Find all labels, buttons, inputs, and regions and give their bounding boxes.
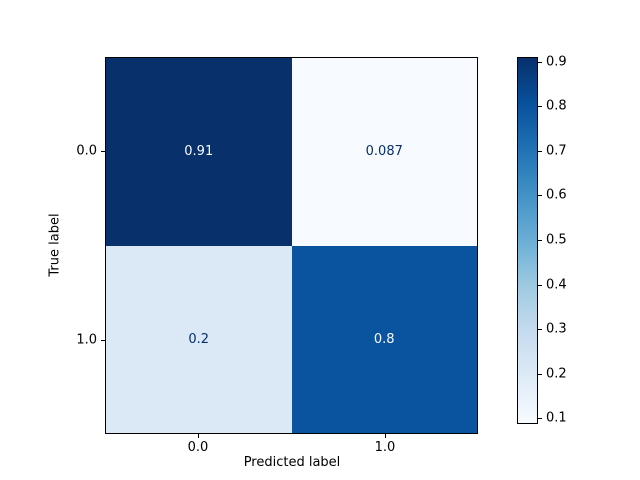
x-axis-label: Predicted label bbox=[243, 455, 341, 470]
cell-row1-col0: 0.2 bbox=[106, 245, 292, 433]
colorbar-tick-mark-4 bbox=[538, 240, 542, 241]
colorbar-tick-mark-2 bbox=[538, 151, 542, 152]
colorbar-tick-label-1: 0.8 bbox=[546, 98, 567, 114]
cell-row1-col1: 0.8 bbox=[291, 245, 477, 433]
colorbar-gradient bbox=[518, 58, 537, 423]
y-axis-label: True label bbox=[47, 213, 63, 277]
colorbar-tick-mark-6 bbox=[538, 329, 542, 330]
y-tick-label-0: 0.0 bbox=[76, 143, 97, 159]
colorbar-tick-label-8: 0.1 bbox=[546, 410, 567, 426]
colorbar-tick-label-3: 0.6 bbox=[546, 187, 567, 203]
colorbar-tick-label-0: 0.9 bbox=[546, 54, 567, 70]
colorbar-tick-mark-3 bbox=[538, 195, 542, 196]
colorbar bbox=[517, 57, 538, 424]
colorbar-tick-mark-8 bbox=[538, 418, 542, 419]
colorbar-tick-label-7: 0.2 bbox=[546, 366, 567, 382]
colorbar-tick-mark-0 bbox=[538, 62, 542, 63]
colorbar-tick-label-5: 0.4 bbox=[546, 277, 567, 293]
cell-value-row0-col1: 0.087 bbox=[365, 144, 403, 160]
cell-value-row0-col0: 0.91 bbox=[184, 144, 214, 160]
y-tick-label-1: 1.0 bbox=[76, 332, 97, 348]
colorbar-tick-mark-5 bbox=[538, 285, 542, 286]
x-tick-mark-0 bbox=[198, 434, 199, 438]
x-tick-label-1: 1.0 bbox=[374, 440, 396, 455]
x-tick-label-0: 0.0 bbox=[187, 440, 209, 455]
x-tick-mark-1 bbox=[385, 434, 386, 438]
colorbar-tick-label-4: 0.5 bbox=[546, 232, 567, 248]
cell-value-row1-col1: 0.8 bbox=[373, 331, 395, 347]
cell-row0-col1: 0.087 bbox=[291, 58, 477, 246]
cell-value-row1-col0: 0.2 bbox=[188, 331, 210, 347]
colorbar-tick-mark-7 bbox=[538, 374, 542, 375]
colorbar-tick-mark-1 bbox=[538, 106, 542, 107]
cell-row0-col0: 0.91 bbox=[106, 58, 292, 246]
heatmap-plot: 0.91 0.087 0.2 0.8 bbox=[105, 57, 478, 434]
y-tick-mark-0 bbox=[101, 151, 105, 152]
y-tick-mark-1 bbox=[101, 340, 105, 341]
colorbar-tick-label-2: 0.7 bbox=[546, 143, 567, 159]
colorbar-tick-label-6: 0.3 bbox=[546, 321, 567, 337]
